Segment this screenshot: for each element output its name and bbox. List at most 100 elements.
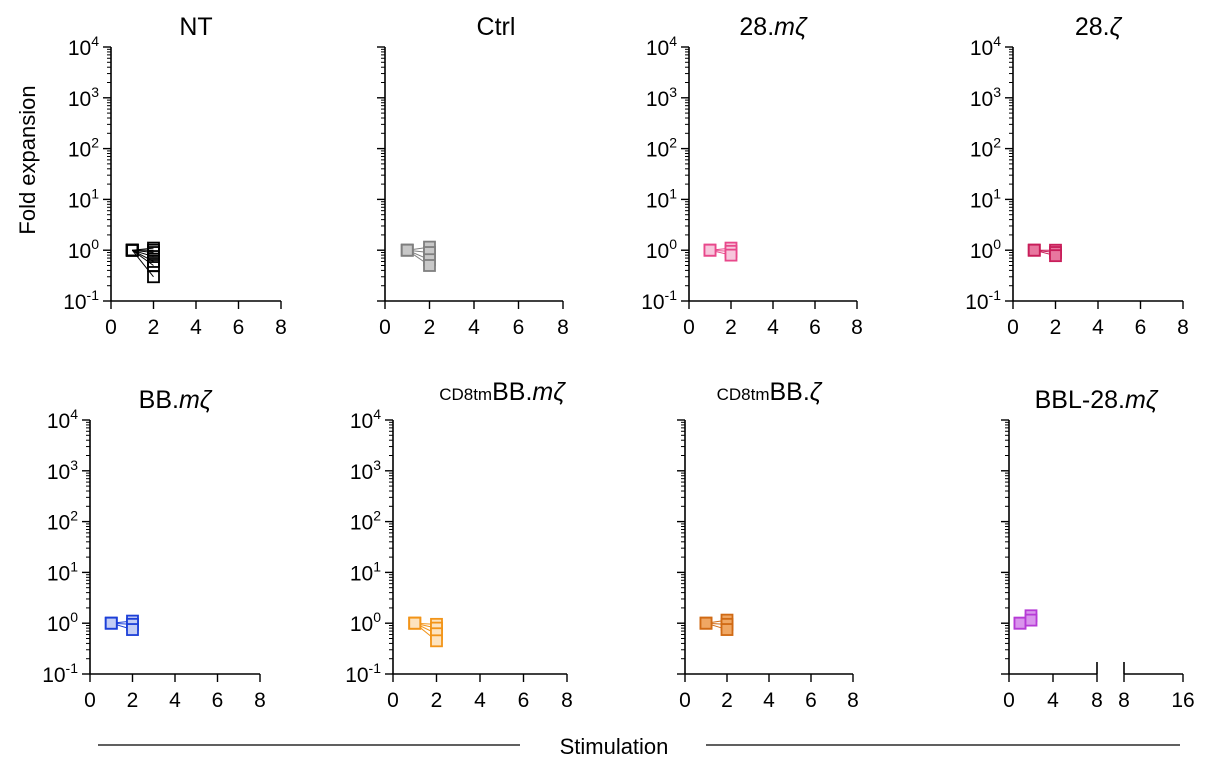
chart-panel-5: 0 2 4 6 8 104 103 102 101 100 10-1 BB.mζ [42,386,266,712]
panels: 0 2 4 6 8 104 103 102 101 100 10-1 NT 0 2 4 6 8 Ctrl 0 2 4 6 8… [42,13,1194,712]
panel-title: NT [179,13,212,41]
y-tick-label: 101 [47,558,78,585]
data-point [720,623,734,636]
y-tick-label: 103 [646,84,677,111]
data-point [430,634,443,648]
panel-title: BBL-28.mζ [1035,386,1159,414]
y-tick-label: 103 [970,84,1001,111]
x-tick-label: 8 [851,316,863,339]
x-tick-label: 8 [254,689,266,712]
x-tick-label: 6 [1135,316,1147,339]
x-tick-label: 4 [474,689,486,712]
y-tick-label: 101 [68,185,99,212]
chart-panel-3: 0 2 4 6 8 104 103 102 101 100 10-1 28.mζ [641,13,863,339]
x-tick-label: 6 [518,689,530,712]
x-axis-label: Stimulation [560,734,669,759]
x-tick-label: 6 [233,316,245,339]
panel-title: BB.mζ [139,386,213,414]
panel-title: 28.ζ [1075,13,1123,41]
x-tick-label: 8 [1177,316,1189,339]
y-tick-label: 102 [350,508,381,535]
x-tick-label: 4 [190,316,202,339]
data-point [126,623,139,636]
x-tick-label: 0 [1007,316,1019,339]
y-axis-label: Fold expansion [15,85,40,234]
y-tick-label: 100 [350,609,381,636]
panel-title: CD8tmBB.ζ [717,378,823,406]
chart-panel-1: 0 2 4 6 8 104 103 102 101 100 10-1 NT [63,13,287,339]
x-tick-label: 0 [84,689,96,712]
x-tick-label: 0 [1003,689,1015,712]
x-tick-label: 4 [767,316,779,339]
series-line [131,249,154,278]
y-tick-label: 103 [350,457,381,484]
x-tick-label: 0 [683,316,695,339]
y-tick-label: 100 [47,609,78,636]
chart-panel-4: 0 2 4 6 8 104 103 102 101 100 10-1 28.ζ [965,13,1189,339]
y-tick-label: 104 [350,406,381,433]
panel-title: 28.mζ [739,13,808,41]
data-point [1027,243,1041,257]
y-tick-label: 100 [68,236,99,263]
y-tick-label: 10-1 [345,660,381,687]
x-tick-label: 2 [721,689,733,712]
y-tick-label: 101 [970,185,1001,212]
data-point [423,259,436,272]
y-tick-label: 100 [970,236,1001,263]
y-tick-label: 100 [646,236,677,263]
y-tick-label: 104 [970,33,1001,60]
x-tick-label: 6 [513,316,525,339]
y-tick-label: 104 [646,33,677,60]
series-line [132,249,154,254]
data-point [1049,249,1062,263]
y-tick-label: 101 [646,185,677,212]
x-tick-label: 2 [148,316,160,339]
data-point [724,248,738,262]
x-tick-label: 0 [105,316,117,339]
x-tick-label: 4 [1047,689,1059,712]
x-tick-label: 4 [169,689,181,712]
x-tick-label: 8 [1091,689,1103,712]
x-tick-label: 6 [805,689,817,712]
x-tick-label: 0 [679,689,691,712]
x-tick-label: 8 [847,689,859,712]
data-point [1024,613,1038,627]
y-tick-label: 102 [47,508,78,535]
x-tick-label: 8 [557,316,569,339]
data-point [703,243,717,257]
panel-title: Ctrl [477,13,516,41]
y-tick-label: 10-1 [63,287,99,314]
y-tick-label: 102 [970,135,1001,162]
x-tick-label: 2 [431,689,443,712]
y-tick-label: 10-1 [641,287,677,314]
x-tick-label: 8 [1118,689,1130,712]
chart-panel-6: 0 2 4 6 8 104 103 102 101 100 10-1 CD8tmBB.mζ [345,378,573,712]
panel-title: CD8tmBB.mζ [439,378,566,406]
x-tick-label: 2 [424,316,436,339]
x-tick-label: 6 [212,689,224,712]
x-tick-label: 8 [275,316,287,339]
x-tick-label: 6 [809,316,821,339]
x-tick-label: 0 [387,689,399,712]
data-point [699,616,713,630]
y-tick-label: 104 [47,406,78,433]
x-tick-label: 2 [725,316,737,339]
data-point [1013,616,1027,630]
chart-panel-7: 0 2 4 6 8 CD8tmBB.ζ [677,378,859,712]
series-line [131,249,154,266]
y-tick-label: 102 [646,135,677,162]
data-point [125,243,139,257]
x-tick-label: 0 [379,316,391,339]
x-tick-label: 4 [763,689,775,712]
y-tick-label: 103 [68,84,99,111]
data-point [408,616,422,630]
data-point [104,616,118,630]
data-point [400,243,414,257]
x-tick-label: 4 [1092,316,1104,339]
x-tick-label: 16 [1171,689,1194,712]
data-point [147,270,160,284]
y-tick-label: 10-1 [965,287,1001,314]
x-tick-label: 2 [1050,316,1062,339]
y-tick-label: 104 [68,33,99,60]
